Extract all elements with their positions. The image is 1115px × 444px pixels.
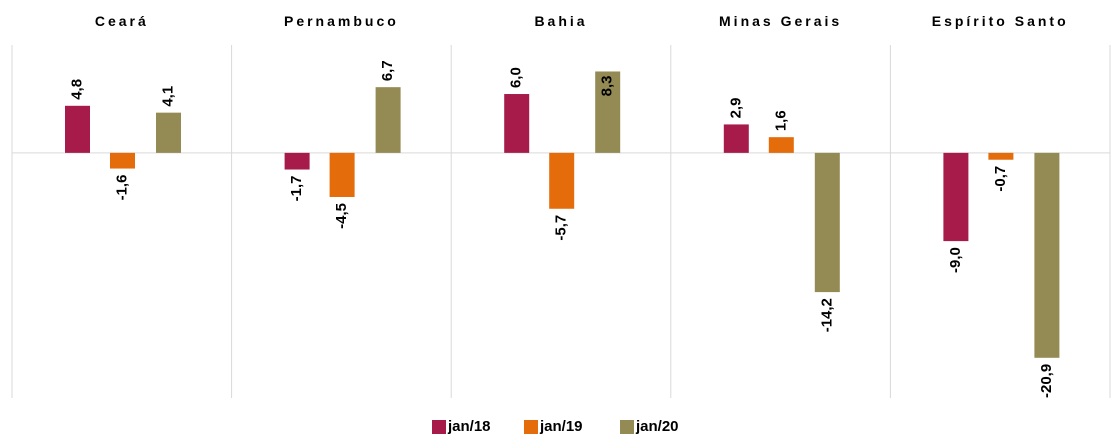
value-label: -14,2 — [818, 298, 835, 332]
category-label: Pernambuco — [284, 13, 399, 29]
bar — [723, 124, 749, 153]
bar — [1034, 152, 1060, 358]
bar — [375, 87, 401, 153]
category-label: Ceará — [95, 13, 149, 29]
value-label: -0,7 — [992, 166, 1009, 192]
value-label: 4,1 — [159, 86, 176, 107]
legend-swatch — [524, 420, 538, 434]
bar — [65, 105, 90, 153]
value-label: 8,3 — [599, 75, 616, 96]
category-label: Minas Gerais — [719, 13, 842, 29]
category-label: Espírito Santo — [932, 13, 1069, 29]
bar — [814, 152, 840, 293]
bar — [943, 152, 969, 242]
bar — [504, 94, 530, 153]
bar — [549, 152, 575, 209]
value-label: -1,6 — [113, 175, 130, 201]
value-label: 1,6 — [772, 110, 789, 131]
legend-label: jan/19 — [539, 418, 583, 435]
legend-label: jan/18 — [447, 418, 491, 435]
legend-swatch — [432, 420, 446, 434]
value-label: -9,0 — [947, 247, 964, 273]
legend-label: jan/20 — [635, 418, 679, 435]
bar — [988, 152, 1014, 160]
bar — [595, 71, 621, 153]
bar — [284, 152, 310, 170]
bar — [329, 152, 355, 197]
bar — [110, 152, 135, 169]
value-label: -4,5 — [333, 203, 350, 229]
bar — [156, 112, 181, 153]
value-label: -1,7 — [288, 176, 305, 202]
category-label: Bahia — [534, 13, 587, 29]
value-label: 4,8 — [68, 79, 85, 100]
value-label: -5,7 — [553, 215, 570, 241]
value-label: 2,9 — [727, 98, 744, 119]
bar — [768, 137, 794, 153]
value-label: 6,0 — [508, 67, 525, 88]
legend-swatch — [620, 420, 634, 434]
value-label: -20,9 — [1038, 364, 1055, 398]
value-label: 6,7 — [379, 60, 396, 81]
